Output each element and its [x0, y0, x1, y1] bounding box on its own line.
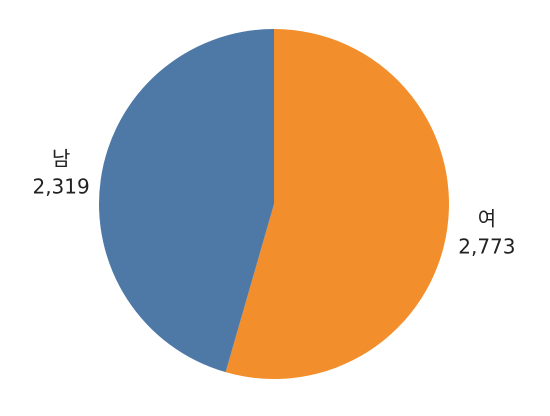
slice-label: 남: [52, 146, 70, 170]
pie-slice: [99, 29, 274, 373]
slice-label: 여: [478, 207, 496, 231]
slice-value: 2,319: [32, 174, 89, 198]
pie-slice: [225, 29, 450, 380]
slice-value: 2,773: [458, 235, 515, 259]
